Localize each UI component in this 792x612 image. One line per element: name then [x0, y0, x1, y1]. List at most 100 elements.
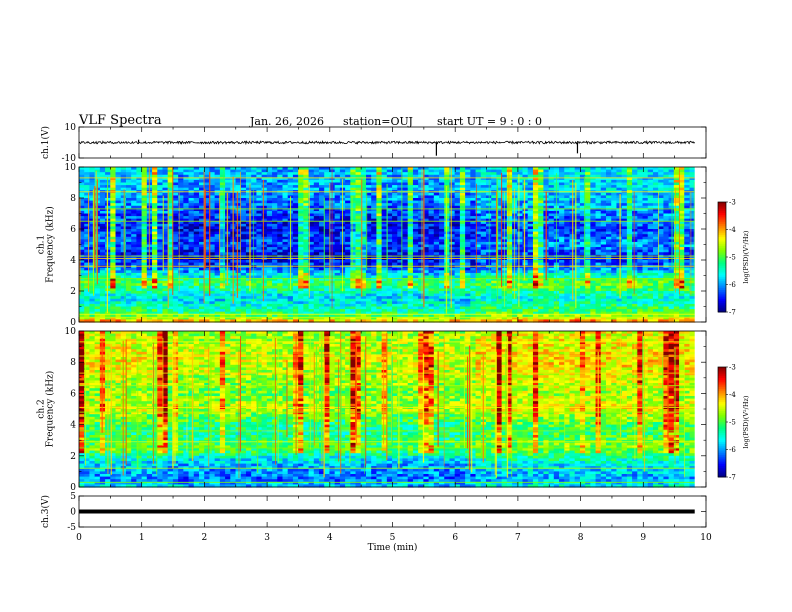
psd-cell	[235, 216, 242, 220]
psd-cell	[214, 185, 221, 189]
psd-cell	[193, 275, 200, 279]
psd-cell	[355, 283, 362, 287]
psd-cell	[89, 221, 96, 225]
psd-cell	[251, 249, 258, 253]
psd-cell	[240, 236, 247, 240]
psd-cell	[131, 182, 137, 186]
psd-cell	[272, 195, 278, 199]
psd-cell	[381, 291, 388, 295]
psd-cell	[355, 303, 362, 308]
psd-cell	[89, 296, 96, 300]
psd-cell	[172, 288, 179, 292]
psd-cell	[79, 244, 85, 248]
psd-cell	[324, 234, 331, 238]
psd-cell	[303, 216, 310, 220]
psd-cell	[167, 192, 174, 197]
psd-cell	[365, 316, 372, 321]
psd-cell	[381, 239, 388, 243]
psd-cell	[125, 249, 132, 253]
psd-cell	[188, 265, 195, 269]
psd-cell	[381, 288, 388, 292]
psd-cell	[287, 301, 294, 305]
psd-cell	[256, 293, 263, 297]
psd-cell	[334, 229, 341, 233]
psd-cell	[251, 229, 258, 233]
psd-cell	[386, 316, 393, 321]
psd-cell	[365, 272, 372, 277]
psd-cell	[120, 218, 127, 222]
psd-cell	[292, 280, 299, 284]
psd-cell	[386, 285, 393, 290]
psd-cell	[376, 236, 383, 240]
psd-cell	[99, 205, 106, 209]
psd-cell	[188, 179, 195, 184]
psd-cell	[157, 267, 164, 271]
psd-cell	[146, 278, 153, 282]
psd-cell	[120, 296, 127, 300]
psd-cell	[178, 177, 184, 181]
psd-cell	[125, 293, 132, 297]
psd-cell	[141, 311, 148, 315]
psd-cell	[272, 275, 278, 279]
psd-cell	[199, 265, 205, 269]
psd-cell	[152, 311, 158, 315]
psd-cell	[386, 231, 393, 235]
psd-cell	[79, 260, 85, 264]
psd-cell	[292, 195, 299, 199]
psd-cell	[120, 252, 127, 256]
psd-cell	[84, 218, 91, 222]
psd-cell	[261, 249, 268, 253]
psd-cell	[350, 208, 357, 212]
psd-cell	[266, 223, 273, 228]
psd-cell	[167, 213, 174, 217]
psd-cell	[376, 205, 383, 209]
psd-cell	[125, 283, 132, 287]
psd-cell	[99, 319, 106, 323]
psd-cell	[214, 213, 221, 217]
psd-cell	[245, 291, 252, 295]
psd-cell	[225, 288, 231, 292]
psd-cell	[245, 303, 252, 308]
psd-cell	[365, 267, 372, 271]
psd-cell	[350, 285, 357, 290]
psd-cell	[308, 265, 315, 269]
psd-cell	[376, 257, 383, 261]
psd-cell	[183, 314, 190, 318]
psd-cell	[183, 244, 190, 248]
psd-cell	[381, 174, 388, 178]
psd-cell	[360, 316, 367, 321]
psd-cell	[298, 192, 304, 197]
psd-cell	[303, 198, 310, 202]
psd-cell	[172, 303, 179, 308]
psd-cell	[350, 218, 357, 222]
psd-cell	[146, 285, 153, 290]
psd-cell	[152, 174, 158, 178]
psd-cell	[376, 208, 383, 212]
psd-cell	[79, 267, 85, 271]
psd-cell	[209, 169, 216, 173]
psd-cell	[120, 249, 127, 253]
psd-cell	[209, 301, 216, 305]
psd-cell	[256, 229, 263, 233]
psd-cell	[240, 288, 247, 292]
psd-cell	[256, 213, 263, 217]
psd-cell	[199, 316, 205, 321]
psd-cell	[371, 185, 378, 189]
psd-cell	[308, 247, 315, 251]
psd-cell	[157, 265, 164, 269]
psd-cell	[125, 270, 132, 274]
psd-cell	[214, 172, 221, 176]
psd-cell	[313, 247, 320, 251]
psd-cell	[125, 213, 132, 217]
psd-cell	[199, 172, 205, 176]
psd-cell	[350, 265, 357, 269]
psd-cell	[188, 272, 195, 277]
psd-cell	[339, 167, 346, 171]
psd-cell	[324, 236, 331, 240]
psd-cell	[256, 231, 263, 235]
psd-cell	[386, 182, 393, 186]
psd-cell	[329, 223, 336, 228]
psd-cell	[329, 167, 336, 171]
psd-cell	[324, 278, 331, 282]
psd-cell	[381, 314, 388, 318]
